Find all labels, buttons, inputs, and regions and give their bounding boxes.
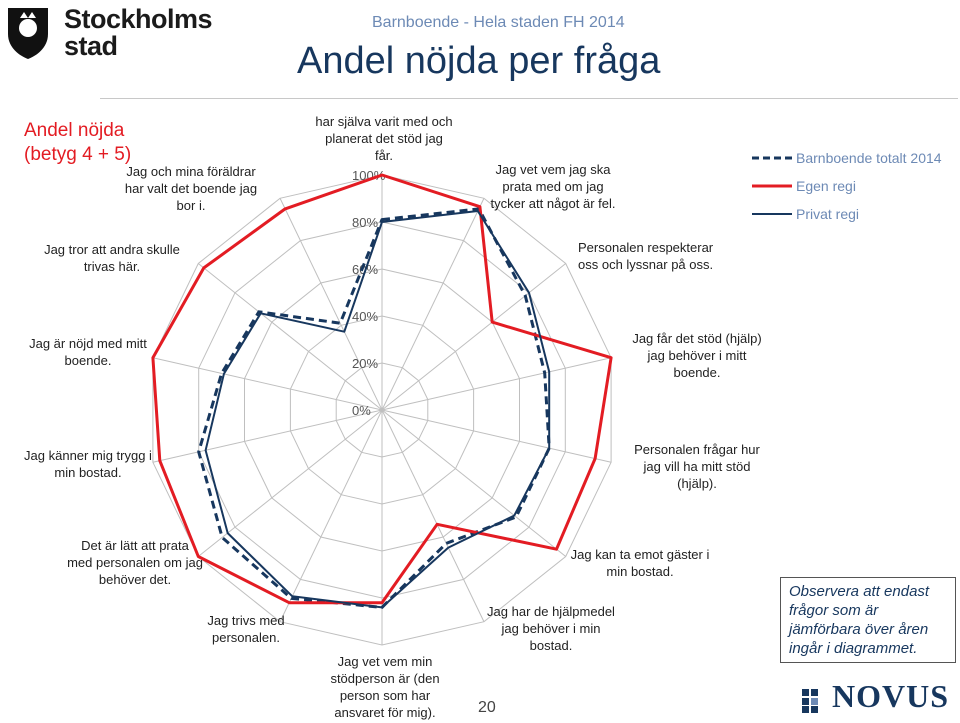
axis-category-label: boende. [674,365,721,380]
scale-tick-label: 100% [352,168,386,183]
axis-category-label: Jag tror att andra skulle [44,242,180,257]
page-title: Andel nöjda per fråga [297,40,661,82]
novus-logo-icon [802,689,818,713]
logo-text: Stockholms stad [64,4,213,61]
scale-tick-label: 80% [352,215,378,230]
axis-category-label: bor i. [177,198,206,213]
series-line [151,173,613,605]
stockholm-crest-icon [8,8,48,59]
note-line: frågor som är [789,602,879,619]
axis-category-label: ansvaret för mig). [334,705,435,720]
legend-label-egen: Egen regi [796,178,856,194]
header-divider [100,98,958,99]
novus-logo-text: NOVUS [832,678,950,714]
scale-tick-label: 0% [352,403,371,418]
axis-category-label: jag vill ha mitt stöd [643,459,751,474]
metric-label: Andel nöjda (betyg 4 + 5) [24,119,131,167]
grid-spoke [381,263,567,411]
axis-category-label: trivas här. [84,259,140,274]
axis-category-label: prata med om jag [502,179,603,194]
scale-tick-label: 40% [352,309,378,324]
axis-category-label: Jag vet vem min [338,654,433,669]
axis-category-label: bostad. [530,638,573,653]
legend-item-privat: Privat regi [752,200,952,228]
legend-swatch-red [752,184,792,188]
axis-category-label: Det är lätt att prata [81,538,189,553]
axis-category-label: min bostad. [606,564,673,579]
axis-category-label: jag behöver i mitt [647,348,747,363]
metric-label-line2: (betyg 4 + 5) [24,144,132,165]
axis-category-label: Jag känner mig trygg i [24,448,152,463]
logo-line1: Stockholms [64,4,213,34]
axis-category-label: jag behöver i min [501,621,601,636]
legend-label-total: Barnboende totalt 2014 [796,150,942,166]
grid-spoke [279,409,383,622]
logo-line2: stad [64,31,118,61]
axis-category-label: får. [375,148,393,163]
axis-category-label: Jag får det stöd (hjälp) [632,331,761,346]
grid-spoke [152,409,383,463]
axis-category-label: Jag trivs med [207,613,284,628]
page-number: 20 [478,699,496,716]
metric-label-line1: Andel nöjda [24,120,125,141]
axis-category-label: Jag kan ta emot gäster i [571,547,710,562]
axis-category-label: person som har [340,688,431,703]
note-box: Observera att endast frågor som är jämfö… [780,577,956,663]
axis-category-label: Jag vet vem jag ska [496,162,612,177]
grid-spoke [381,409,612,463]
axis-category-label: (hjälp). [677,476,717,491]
legend-swatch-dashed [752,156,792,160]
axis-category-label: Jag är nöjd med mitt [29,336,147,351]
axis-category-label: Jag har de hjälpmedel [487,604,615,619]
legend-swatch-navy [752,213,792,215]
subtitle: Barnboende - Hela staden FH 2014 [372,14,625,31]
legend-item-total: Barnboende totalt 2014 [752,144,952,172]
grid-spoke [381,409,485,622]
axis-category-label: Jag och mina föräldrar [126,164,256,179]
axis-category-label: min bostad. [54,465,121,480]
axis-category-label: stödperson är (den [330,671,439,686]
axis-category-label: har valt det boende jag [125,181,257,196]
legend-item-egen: Egen regi [752,172,952,200]
grid-spoke [381,357,612,411]
axis-category-label: oss och lyssnar på oss. [578,257,713,272]
series-line [204,210,551,609]
axis-category-label: tycker att något är fel. [490,196,615,211]
axis-category-label: personalen. [212,630,280,645]
chart-legend: Barnboende totalt 2014 Egen regi Privat … [752,144,952,228]
note-line: jämförbara över åren [789,621,929,638]
axis-category-label: har själva varit med och [315,114,452,129]
grid-spoke [381,409,567,557]
axis-category-label: Personalen respekterar [578,240,714,255]
axis-category-label: behöver det. [99,572,171,587]
grid-spoke [279,198,383,411]
grid-spoke [197,409,383,557]
note-line: ingår i diagrammet. [789,640,918,657]
grid-spoke [197,263,383,411]
axis-category-label: planerat det stöd jag [325,131,443,146]
axis-category-label: Personalen frågar hur [634,442,760,457]
legend-label-privat: Privat regi [796,206,860,222]
axis-category-label: boende. [65,353,112,368]
axis-category-label: med personalen om jag [67,555,203,570]
grid-spoke [152,357,383,411]
scale-tick-label: 20% [352,356,378,371]
grid-spoke [381,198,485,411]
note-line: Observera att endast [789,583,930,600]
